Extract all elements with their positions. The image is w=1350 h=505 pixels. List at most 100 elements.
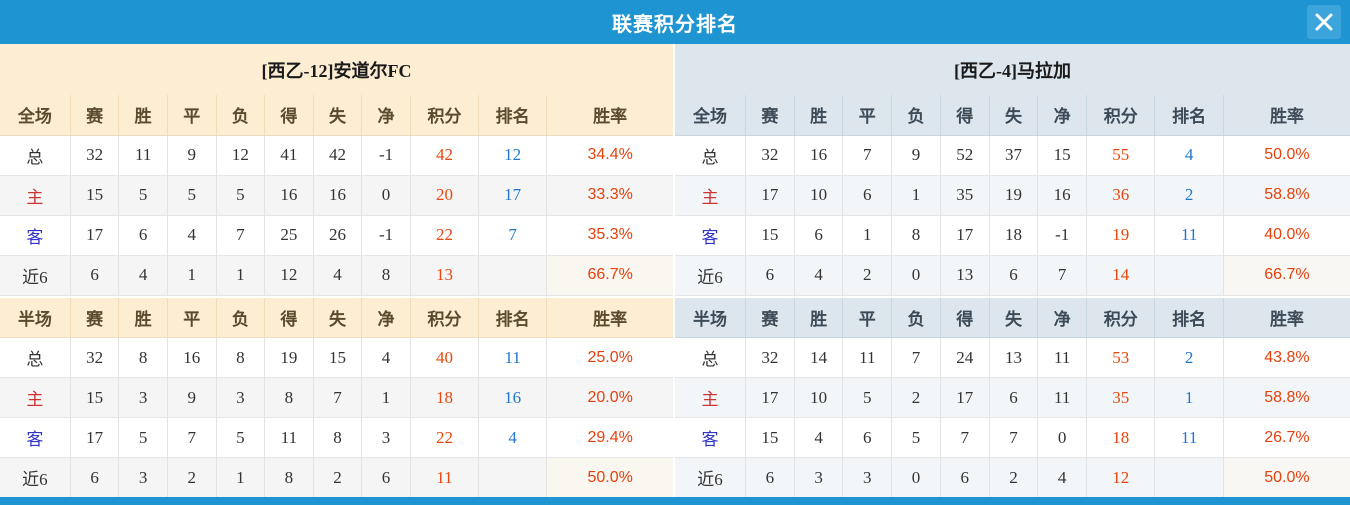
cell-goal-diff: -1 xyxy=(1037,215,1088,256)
cell-goals-against: 26 xyxy=(313,215,363,256)
cell-loss: 7 xyxy=(216,215,266,256)
col-rank: 排名 xyxy=(478,297,548,338)
standings-table-full-right: 全场 赛 胜 平 负 得 失 净 积分 排名 胜率 总 xyxy=(675,95,1350,296)
col-loss: 负 xyxy=(891,95,941,136)
cell-rank xyxy=(1154,457,1224,498)
footer-accent-bar xyxy=(0,497,1350,505)
cell-goal-diff: 15 xyxy=(1037,135,1088,176)
cell-played: 17 xyxy=(745,175,795,216)
team-name-right: [西乙-4]马拉加 xyxy=(675,44,1350,95)
col-rank: 排名 xyxy=(1154,95,1224,136)
team-panel-right: [西乙-4]马拉加 全场 赛 胜 平 负 得 失 净 xyxy=(675,44,1350,505)
table-row: 总 32 16 7 9 52 37 15 55 4 50.0% xyxy=(675,135,1350,176)
table-row: 客 17 6 4 7 25 26 -1 22 7 35.3% xyxy=(0,215,673,256)
cell-scope: 客 xyxy=(0,417,71,458)
cell-played: 17 xyxy=(70,215,120,256)
col-goal-diff: 净 xyxy=(1037,95,1088,136)
cell-draw: 16 xyxy=(167,337,217,378)
team-name-left: [西乙-12]安道尔FC xyxy=(0,44,673,95)
col-rank: 排名 xyxy=(1154,297,1224,338)
cell-scope: 近6 xyxy=(675,457,746,498)
col-scope: 半场 xyxy=(675,297,746,338)
cell-win: 3 xyxy=(118,377,168,418)
cell-loss: 9 xyxy=(891,135,941,176)
cell-win: 4 xyxy=(118,255,168,296)
cell-win: 11 xyxy=(118,135,168,176)
cell-scope: 主 xyxy=(0,175,71,216)
cell-win: 8 xyxy=(118,337,168,378)
cell-win-rate: 66.7% xyxy=(1223,255,1350,296)
section-full-right: 全场 赛 胜 平 负 得 失 净 积分 排名 胜率 总 xyxy=(675,95,1350,296)
cell-win: 16 xyxy=(794,135,844,176)
standings-table-full-left: 全场 赛 胜 平 负 得 失 净 积分 排名 胜率 总 xyxy=(0,95,673,296)
col-draw: 平 xyxy=(842,95,893,136)
table-header-row: 全场 赛 胜 平 负 得 失 净 积分 排名 胜率 xyxy=(675,95,1350,136)
cell-goals-against: 6 xyxy=(989,255,1039,296)
cell-draw: 2 xyxy=(167,457,217,498)
cell-goal-diff: 11 xyxy=(1037,377,1088,418)
col-played: 赛 xyxy=(745,95,795,136)
cell-win-rate: 50.0% xyxy=(1223,457,1350,498)
cell-rank: 7 xyxy=(478,215,548,256)
cell-loss: 1 xyxy=(216,457,266,498)
cell-goals-for: 12 xyxy=(264,255,314,296)
cell-win: 5 xyxy=(118,417,168,458)
cell-rank: 11 xyxy=(1154,417,1224,458)
cell-points: 36 xyxy=(1086,175,1156,216)
cell-scope: 近6 xyxy=(0,457,71,498)
table-row: 总 32 8 16 8 19 15 4 40 11 25.0% xyxy=(0,337,673,378)
cell-rank: 11 xyxy=(1154,215,1224,256)
cell-draw: 7 xyxy=(167,417,217,458)
cell-win-rate: 66.7% xyxy=(546,255,673,296)
cell-goals-against: 7 xyxy=(989,417,1039,458)
col-points: 积分 xyxy=(410,95,480,136)
cell-goals-for: 41 xyxy=(264,135,314,176)
cell-played: 32 xyxy=(70,135,120,176)
cell-loss: 0 xyxy=(891,255,941,296)
cell-goal-diff: 16 xyxy=(1037,175,1088,216)
cell-goals-for: 52 xyxy=(940,135,990,176)
section-divider xyxy=(0,295,673,298)
cell-loss: 5 xyxy=(891,417,941,458)
page-title: 联赛积分排名 xyxy=(612,13,738,36)
cell-points: 55 xyxy=(1086,135,1156,176)
cell-rank: 2 xyxy=(1154,175,1224,216)
cell-scope: 主 xyxy=(0,377,71,418)
cell-goal-diff: 3 xyxy=(361,417,411,458)
cell-draw: 9 xyxy=(167,135,217,176)
cell-goal-diff: 7 xyxy=(1037,255,1088,296)
standings-table-half-right: 半场 赛 胜 平 负 得 失 净 积分 排名 胜率 总 xyxy=(675,297,1350,498)
cell-played: 15 xyxy=(745,215,795,256)
cell-draw: 3 xyxy=(842,457,893,498)
table-header-row: 全场 赛 胜 平 负 得 失 净 积分 排名 胜率 xyxy=(0,95,673,136)
cell-goals-for: 16 xyxy=(264,175,314,216)
table-row: 主 17 10 6 1 35 19 16 36 2 58.8% xyxy=(675,175,1350,216)
section-half-left: 半场 赛 胜 平 负 得 失 净 积分 排名 胜率 总 xyxy=(0,297,673,498)
cell-rank: 11 xyxy=(478,337,548,378)
cell-goal-diff: 6 xyxy=(361,457,411,498)
table-row: 近6 6 3 3 0 6 2 4 12 50.0% xyxy=(675,457,1350,498)
cell-loss: 5 xyxy=(216,417,266,458)
section-half-right: 半场 赛 胜 平 负 得 失 净 积分 排名 胜率 总 xyxy=(675,297,1350,498)
cell-draw: 4 xyxy=(167,215,217,256)
cell-goals-against: 8 xyxy=(313,417,363,458)
cell-rank: 1 xyxy=(1154,377,1224,418)
cell-win-rate: 40.0% xyxy=(1223,215,1350,256)
close-button[interactable] xyxy=(1307,5,1341,39)
cell-played: 6 xyxy=(745,457,795,498)
col-goals-for: 得 xyxy=(940,297,990,338)
window-title-bar: 联赛积分排名 xyxy=(0,0,1350,44)
cell-rank: 16 xyxy=(478,377,548,418)
col-win: 胜 xyxy=(794,95,844,136)
cell-draw: 5 xyxy=(842,377,893,418)
cell-draw: 7 xyxy=(842,135,893,176)
cell-points: 22 xyxy=(410,215,480,256)
cell-rank xyxy=(478,457,548,498)
col-loss: 负 xyxy=(891,297,941,338)
cell-scope: 客 xyxy=(0,215,71,256)
cell-goals-against: 7 xyxy=(313,377,363,418)
cell-scope: 总 xyxy=(0,135,71,176)
cell-goal-diff: 1 xyxy=(361,377,411,418)
col-points: 积分 xyxy=(410,297,480,338)
cell-goals-for: 17 xyxy=(940,215,990,256)
